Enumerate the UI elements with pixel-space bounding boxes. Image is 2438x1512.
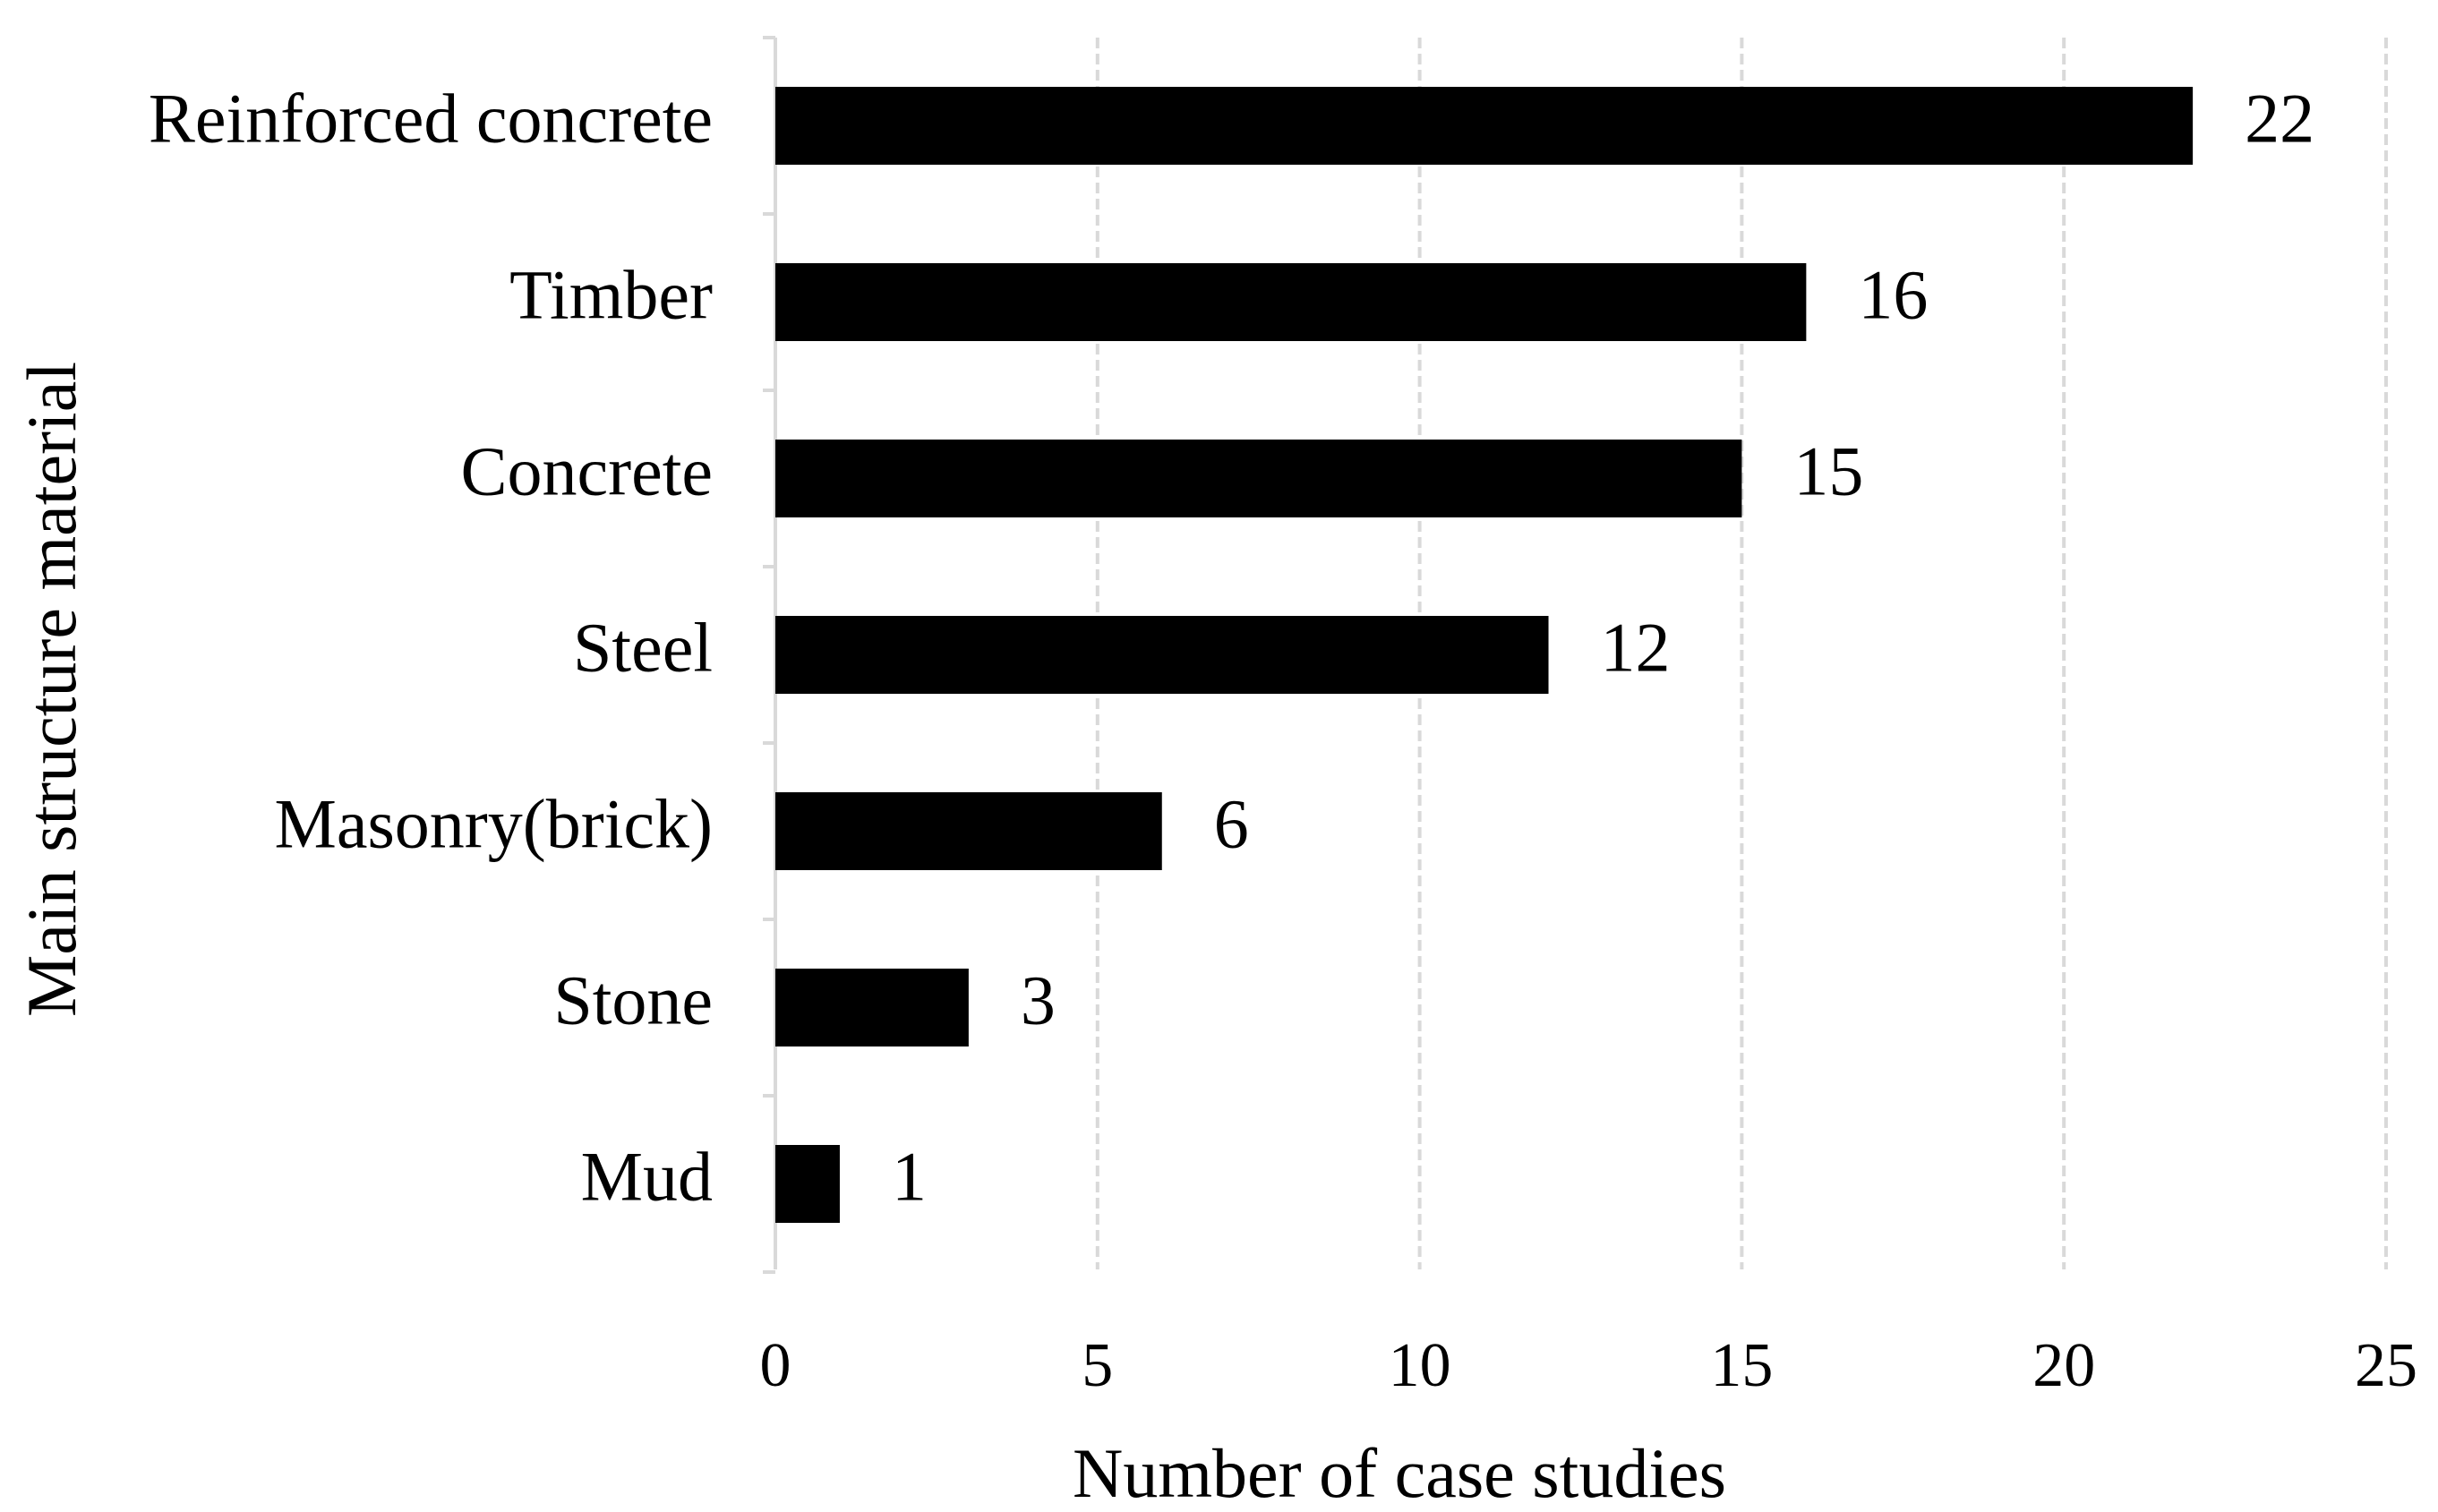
category-labels: Reinforced concrete Timber Concrete Steel Ma… xyxy=(149,79,713,1215)
category-label: Steel xyxy=(573,608,713,686)
x-tick-label: 20 xyxy=(2032,1331,2095,1400)
category-label: Timber xyxy=(509,255,713,333)
category-label: Masonry(brick) xyxy=(274,784,713,862)
bar xyxy=(775,792,1162,870)
data-label: 22 xyxy=(2245,79,2314,157)
bars xyxy=(775,87,2194,1223)
x-tick-label: 25 xyxy=(2355,1331,2417,1400)
category-label: Reinforced concrete xyxy=(149,79,713,157)
bar xyxy=(775,263,1807,341)
data-label: 15 xyxy=(1793,431,1863,509)
x-tick-label: 5 xyxy=(1082,1331,1113,1400)
data-label: 12 xyxy=(1601,608,1671,686)
data-labels: 22 16 15 12 6 3 1 xyxy=(892,79,2314,1215)
category-label: Mud xyxy=(581,1137,713,1215)
category-label: Stone xyxy=(553,961,713,1038)
data-label: 3 xyxy=(1021,961,1056,1038)
x-tick-labels: 0 5 10 15 20 25 xyxy=(760,1331,2418,1400)
bar xyxy=(775,1145,840,1223)
category-label: Concrete xyxy=(460,431,713,509)
data-label: 6 xyxy=(1214,784,1249,862)
bar xyxy=(775,616,1549,694)
y-axis-title: Main structure material xyxy=(13,362,90,1017)
data-label: 16 xyxy=(1858,255,1928,333)
data-label: 1 xyxy=(892,1137,927,1215)
bar xyxy=(775,87,2194,165)
bar xyxy=(775,969,969,1046)
x-tick-label: 10 xyxy=(1389,1331,1451,1400)
x-tick-label: 0 xyxy=(760,1331,791,1400)
x-tick-label: 15 xyxy=(1710,1331,1773,1400)
x-axis-title: Number of case studies xyxy=(1073,1434,1726,1512)
bar xyxy=(775,440,1742,517)
